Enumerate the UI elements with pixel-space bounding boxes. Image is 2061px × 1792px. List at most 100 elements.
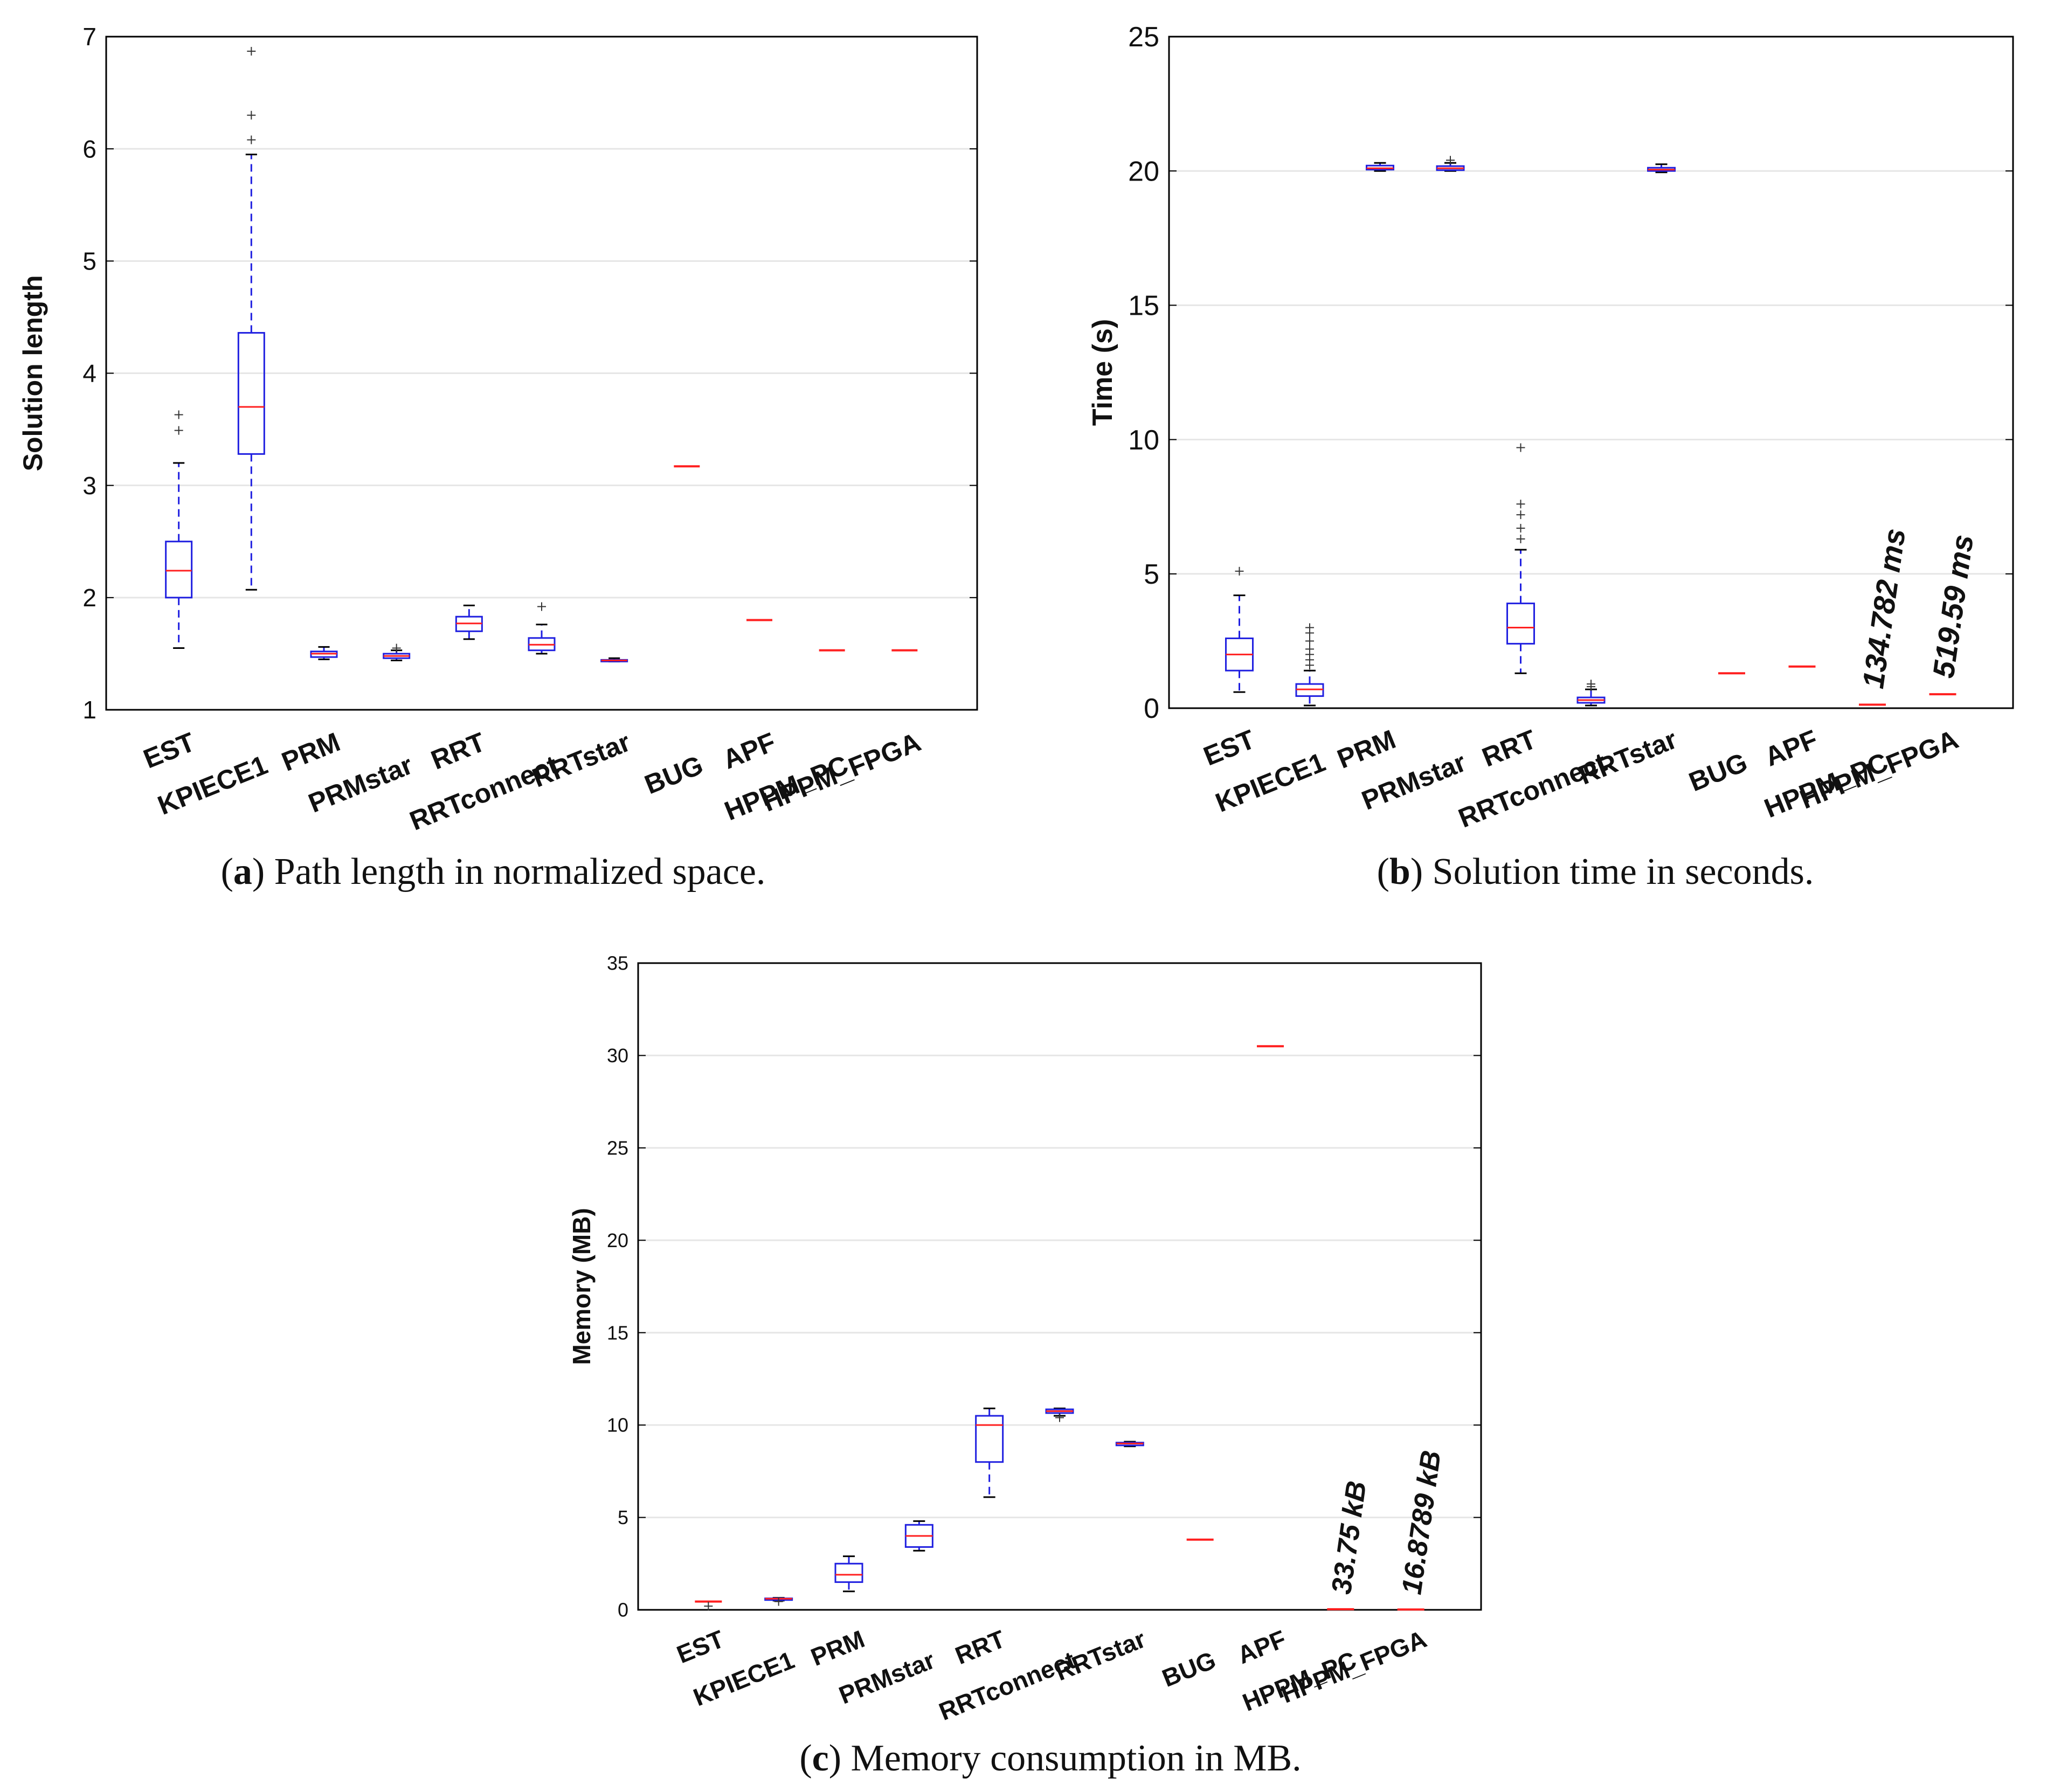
- y-axis-label: Memory (MB): [568, 1208, 596, 1365]
- y-axis-label: Solution length: [18, 275, 48, 472]
- box-est: [165, 410, 193, 649]
- outlier-marker: [247, 135, 256, 144]
- box-prmstar: [383, 644, 411, 661]
- x-tick-label: EST: [673, 1624, 728, 1669]
- outlier-marker: [1516, 535, 1525, 544]
- outlier-marker: [1446, 156, 1455, 165]
- box-prm: [310, 646, 338, 660]
- box-rrt: [455, 604, 483, 640]
- caption-letter: a: [233, 851, 252, 892]
- y-tick-label: 20: [1128, 156, 1159, 187]
- x-tick-label: PRM: [1333, 724, 1400, 774]
- box-body: [1506, 603, 1535, 645]
- caption-text: ) Path length in normalized space.: [252, 851, 766, 892]
- box-prm: [834, 1555, 863, 1593]
- box-rrtstar: [600, 657, 628, 662]
- value-annotation: 16.8789 kB: [1396, 1449, 1447, 1596]
- x-tick-label: EST: [1199, 724, 1259, 771]
- y-tick-label: 15: [607, 1321, 628, 1344]
- outlier-marker: [704, 1602, 713, 1611]
- y-tick-label: 0: [1144, 693, 1159, 724]
- box-body: [834, 1562, 863, 1583]
- box-body: [165, 541, 193, 599]
- box-body: [975, 1415, 1004, 1463]
- y-tick-label: 0: [618, 1599, 628, 1621]
- y-tick-label: 6: [82, 135, 96, 163]
- box-rrtstar: [1115, 1441, 1144, 1448]
- y-tick-label: 10: [1128, 425, 1159, 456]
- caption-letter: b: [1389, 851, 1410, 892]
- outlier-marker: [392, 644, 401, 653]
- box-rrt: [1506, 443, 1535, 674]
- box-rrtconnect: [1045, 1407, 1074, 1422]
- x-tick-label: RRTstar: [1051, 1624, 1149, 1686]
- y-tick-label: 5: [1144, 559, 1159, 590]
- caption-paren: (: [1377, 851, 1389, 892]
- y-tick-label: 35: [607, 952, 628, 974]
- x-tick-label: APF: [1761, 724, 1822, 772]
- outlier-marker: [537, 602, 546, 611]
- x-tick-label: BUG: [1685, 747, 1752, 798]
- box-prmstar: [1436, 156, 1465, 172]
- y-tick-label: 25: [607, 1137, 628, 1159]
- outlier-marker: [774, 1597, 783, 1606]
- panel-caption: (a) Path length in normalized space.: [221, 851, 766, 892]
- caption-text: ) Memory consumption in MB.: [829, 1738, 1302, 1779]
- y-tick-label: 30: [607, 1044, 628, 1067]
- x-tick-label: RRTstar: [528, 727, 635, 793]
- box-kpiece1: [764, 1597, 793, 1606]
- caption-text: ) Solution time in seconds.: [1410, 851, 1814, 892]
- outlier-marker: [1055, 1413, 1064, 1422]
- value-annotation: 134.782 ms: [1856, 526, 1912, 690]
- outlier-marker: [174, 410, 183, 419]
- panel-caption: (c) Memory consumption in MB.: [799, 1738, 1301, 1779]
- outlier-marker: [1305, 636, 1314, 646]
- box-kpiece1: [1295, 623, 1324, 707]
- y-tick-label: 3: [82, 472, 96, 500]
- y-tick-label: 15: [1128, 290, 1159, 322]
- x-tick-label: RRTstar: [1574, 724, 1681, 790]
- y-tick-label: 2: [82, 584, 96, 612]
- y-tick-label: 5: [82, 247, 96, 275]
- x-tick-label: HPPM_FPGA: [758, 727, 925, 817]
- outlier-marker: [247, 47, 256, 56]
- x-tick-label: RRT: [427, 727, 489, 775]
- box-kpiece1: [237, 47, 265, 591]
- y-tick-label: 10: [607, 1414, 628, 1436]
- y-tick-label: 1: [82, 696, 96, 724]
- y-tick-label: 20: [607, 1229, 628, 1251]
- outlier-marker: [247, 110, 256, 120]
- value-annotation: 33.75 kB: [1326, 1479, 1373, 1596]
- axes-frame: [637, 962, 1482, 1611]
- box-rrtconnect: [528, 602, 556, 655]
- box-rrtconnect: [1576, 680, 1606, 707]
- box-body: [237, 332, 265, 455]
- outlier-marker: [1305, 623, 1314, 632]
- box-prmstar: [904, 1520, 933, 1552]
- caption-paren: (: [799, 1738, 812, 1779]
- axes-frame: [1168, 36, 2014, 709]
- y-tick-label: 25: [1128, 22, 1159, 53]
- outlier-marker: [1516, 524, 1525, 533]
- caption-letter: c: [812, 1738, 829, 1779]
- x-tick-label: PRM: [278, 727, 344, 777]
- outlier-marker: [1305, 645, 1314, 654]
- box-rrtstar: [1647, 163, 1676, 174]
- x-tick-label: APF: [1234, 1624, 1290, 1669]
- x-tick-label: EST: [139, 727, 199, 774]
- box-prm: [1366, 162, 1394, 172]
- outlier-marker: [1516, 510, 1525, 520]
- panel-caption: (b) Solution time in seconds.: [1377, 851, 1814, 892]
- box-est: [695, 1600, 722, 1611]
- y-tick-label: 4: [82, 359, 96, 388]
- y-tick-label: 5: [618, 1506, 628, 1528]
- axes-frame: [105, 36, 978, 711]
- caption-paren: (: [221, 851, 233, 892]
- y-axis-label: Time (s): [1087, 319, 1118, 426]
- value-annotation: 519.59 ms: [1926, 532, 1980, 680]
- outlier-marker: [1516, 443, 1525, 452]
